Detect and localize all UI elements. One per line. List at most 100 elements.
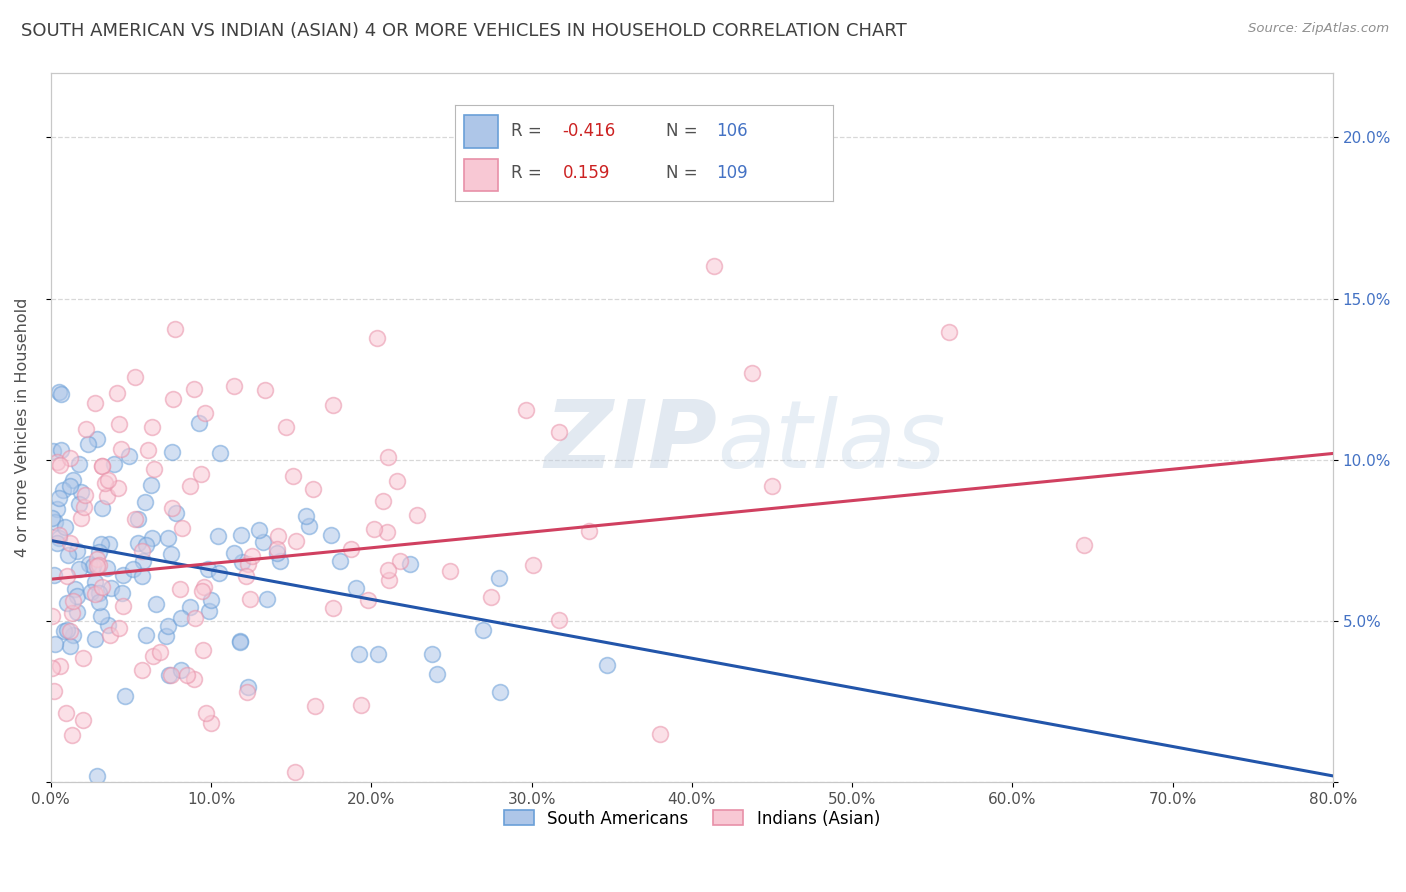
Point [49, 458, 72, 472]
Point [72, 713, 94, 727]
Point [200, 592, 222, 607]
Point [139, 478, 162, 492]
Point [44, 637, 66, 651]
Point [350, 698, 373, 713]
Point [90, 608, 112, 623]
Point [91, 580, 114, 594]
Point [236, 684, 259, 698]
Point [159, 547, 181, 561]
Point [69, 511, 91, 525]
Point [111, 585, 134, 599]
Point [340, 542, 363, 557]
Point [90, 536, 112, 550]
Point [44, 515, 66, 529]
Point [160, 445, 183, 459]
Point [420, 647, 443, 661]
Point [187, 416, 209, 430]
Y-axis label: 4 or more Vehicles in Household: 4 or more Vehicles in Household [15, 298, 30, 558]
Point [165, 321, 187, 335]
Point [142, 462, 165, 476]
Point [86, 558, 108, 573]
Point [170, 611, 193, 625]
Text: atlas: atlas [717, 396, 946, 487]
Point [479, 590, 502, 604]
Point [703, 260, 725, 274]
Point [183, 382, 205, 396]
Point [59, 640, 82, 654]
Point [111, 599, 134, 614]
Point [56, 548, 79, 562]
Point [96, 489, 118, 503]
Point [73, 500, 96, 514]
Text: Source: ZipAtlas.com: Source: ZipAtlas.com [1249, 22, 1389, 36]
Point [141, 531, 163, 545]
Point [114, 689, 136, 703]
Point [548, 614, 571, 628]
Point [183, 672, 205, 686]
Point [55, 520, 77, 534]
Point [269, 554, 291, 568]
Point [399, 558, 422, 572]
Point [179, 479, 201, 493]
Point [77, 557, 100, 571]
Point [82, 558, 104, 573]
Point [49, 659, 72, 673]
Point [377, 563, 399, 577]
Point [229, 634, 252, 648]
Point [548, 425, 571, 439]
Point [515, 403, 537, 417]
Point [135, 628, 157, 642]
Point [136, 442, 159, 457]
Point [200, 716, 222, 731]
Point [256, 591, 278, 606]
Point [127, 511, 149, 525]
Point [157, 668, 180, 682]
Point [67, 458, 90, 472]
Point [56, 596, 79, 610]
Point [65, 605, 87, 619]
Point [367, 647, 389, 661]
Point [319, 527, 342, 541]
Point [156, 531, 179, 545]
Point [322, 398, 344, 412]
Point [97, 473, 120, 487]
Point [145, 598, 167, 612]
Point [1073, 538, 1095, 552]
Point [96, 560, 118, 574]
Point [169, 582, 191, 596]
Point [75, 487, 97, 501]
Point [373, 493, 395, 508]
Point [52, 483, 75, 498]
Point [55, 706, 77, 720]
Point [183, 610, 205, 624]
Point [254, 383, 277, 397]
Point [86, 432, 108, 446]
Point [160, 668, 183, 682]
Point [294, 509, 316, 524]
Point [84, 587, 107, 601]
Point [169, 663, 191, 677]
Point [110, 442, 132, 456]
Point [141, 420, 163, 434]
Point [83, 396, 105, 410]
Point [108, 621, 131, 635]
Point [236, 557, 259, 571]
Point [75, 422, 97, 436]
Point [240, 549, 263, 564]
Point [118, 449, 141, 463]
Point [207, 566, 229, 580]
Point [329, 554, 352, 568]
Point [208, 446, 231, 460]
Point [62, 594, 84, 608]
Point [112, 567, 135, 582]
Point [281, 469, 304, 483]
Point [87, 558, 110, 573]
Text: SOUTH AMERICAN VS INDIAN (ASIAN) 4 OR MORE VEHICLES IN HOUSEHOLD CORRELATION CHA: SOUTH AMERICAN VS INDIAN (ASIAN) 4 OR MO… [21, 22, 907, 40]
Point [134, 494, 156, 508]
Point [195, 706, 218, 721]
Point [91, 500, 114, 515]
Point [59, 535, 82, 549]
Point [191, 584, 214, 599]
Point [229, 634, 252, 648]
Point [127, 536, 149, 550]
